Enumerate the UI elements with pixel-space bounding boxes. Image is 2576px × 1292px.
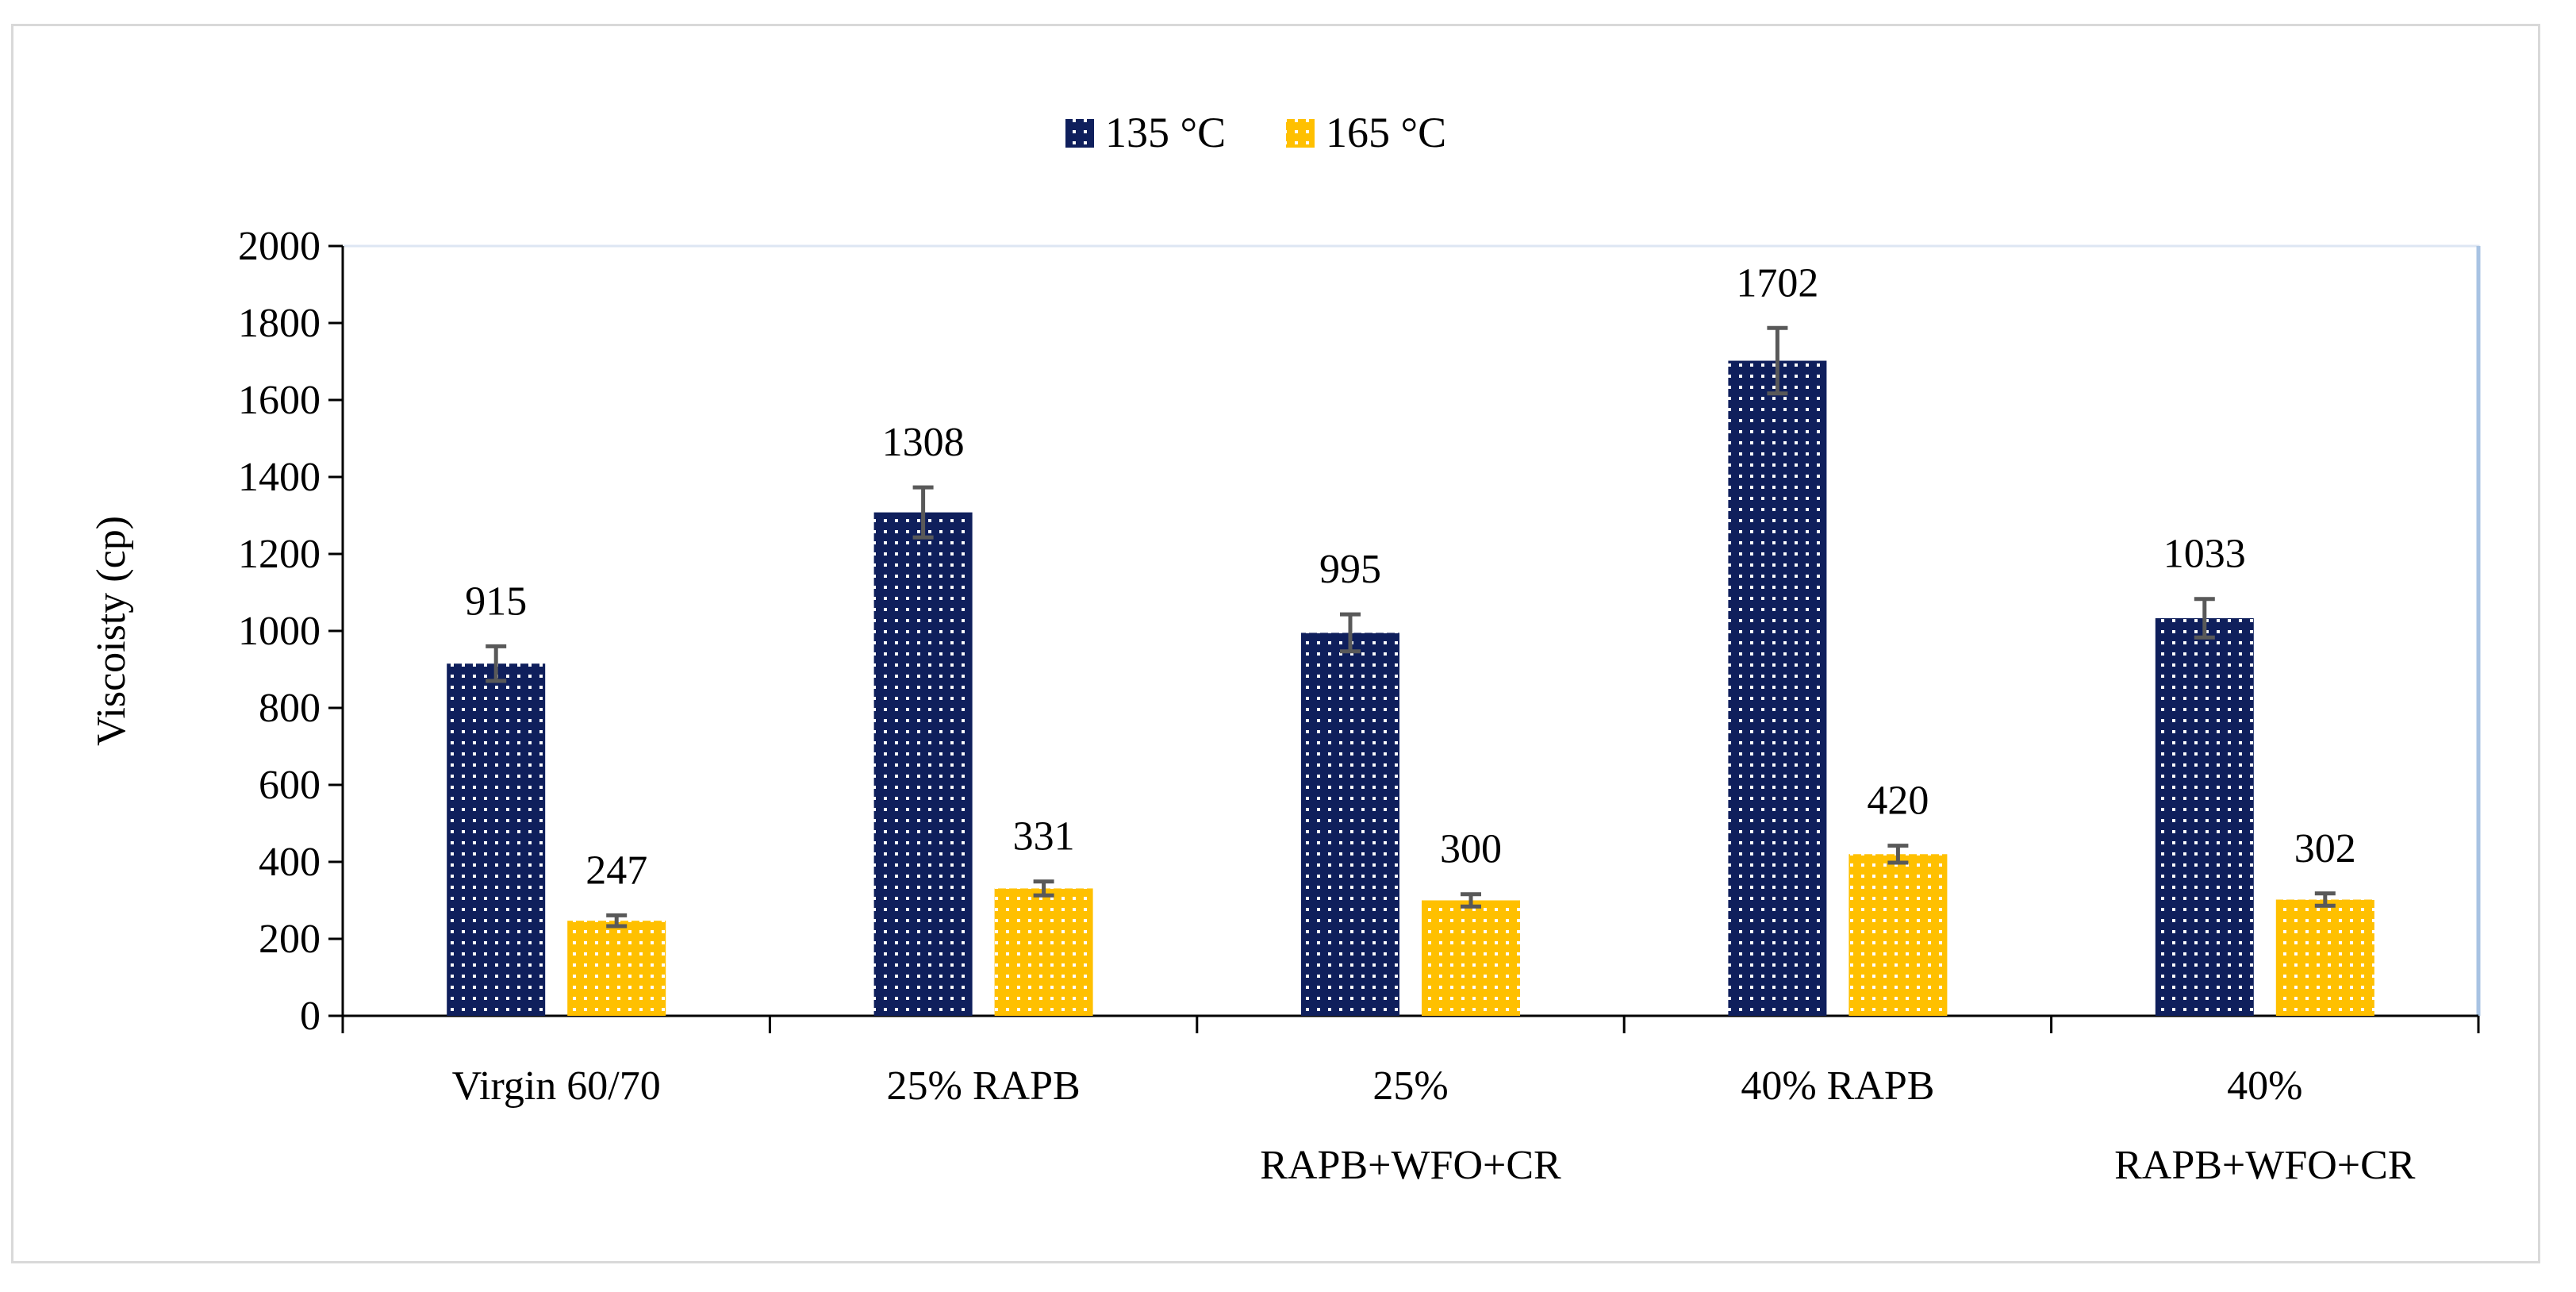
- bar-series-0-cat-4: [2155, 617, 2254, 1016]
- bar-series-0-cat-2: [1301, 633, 1399, 1016]
- bar-series-0-cat-0: [447, 663, 546, 1016]
- data-label: 995: [1319, 547, 1381, 592]
- data-label: 915: [465, 579, 527, 624]
- y-tick-label: 1800: [238, 301, 321, 346]
- data-label: 1702: [1736, 260, 1818, 306]
- y-tick-label: 1400: [238, 455, 321, 500]
- bar-series-1-cat-2: [1422, 900, 1520, 1016]
- legend-swatch-165: [1286, 119, 1315, 148]
- legend-label-135: 135 °C: [1105, 109, 1226, 156]
- y-tick-label: 0: [300, 994, 321, 1039]
- y-tick-label: 800: [259, 686, 321, 731]
- chart-frame: 0 200 400 600 800 1000 1200 1400 1600 1800 2000 Vi…: [11, 24, 2540, 1263]
- x-tick-label: 25%: [1372, 1063, 1448, 1109]
- x-tick-label: 40% RAPB: [1741, 1063, 1934, 1109]
- data-label: 331: [1013, 814, 1075, 859]
- chart-svg: 0 200 400 600 800 1000 1200 1400 1600 1800 2000 Vi…: [89, 109, 2481, 1188]
- y-tick-label: 1600: [238, 378, 321, 423]
- x-tick-label: RAPB+WFO+CR: [1260, 1143, 1561, 1188]
- data-label: 247: [585, 848, 647, 893]
- y-axis-title: Viscoisty (cp): [89, 516, 134, 746]
- data-label: 1308: [882, 420, 965, 465]
- x-tick-label: Virgin 60/70: [452, 1063, 661, 1109]
- x-tick-label: RAPB+WFO+CR: [2114, 1143, 2416, 1188]
- bar-series-1-cat-3: [1849, 854, 1948, 1016]
- y-tick-label: 1200: [238, 532, 321, 577]
- data-label: 300: [1440, 827, 1502, 872]
- bar-series-1-cat-0: [567, 921, 666, 1016]
- bar-series-0-cat-3: [1728, 360, 1827, 1016]
- bar-series-0-cat-1: [873, 512, 973, 1016]
- bar-series-1-cat-1: [994, 888, 1093, 1016]
- y-tick-label: 400: [259, 840, 321, 885]
- legend: 135 °C 165 °C: [1065, 109, 1446, 156]
- bar-series-1-cat-4: [2275, 899, 2374, 1016]
- y-tick-label: 2000: [238, 224, 321, 269]
- data-label: 420: [1867, 779, 1929, 824]
- y-tick-label: 1000: [238, 609, 321, 654]
- y-tick-label: 600: [259, 763, 321, 808]
- x-tick-label: 40%: [2227, 1063, 2302, 1109]
- data-label: 1033: [2163, 532, 2246, 577]
- data-label: 302: [2294, 826, 2356, 871]
- y-tick-label: 200: [259, 917, 321, 962]
- x-tick-label: 25% RAPB: [887, 1063, 1081, 1109]
- legend-label-165: 165 °C: [1326, 109, 1446, 156]
- legend-swatch-135: [1065, 119, 1094, 148]
